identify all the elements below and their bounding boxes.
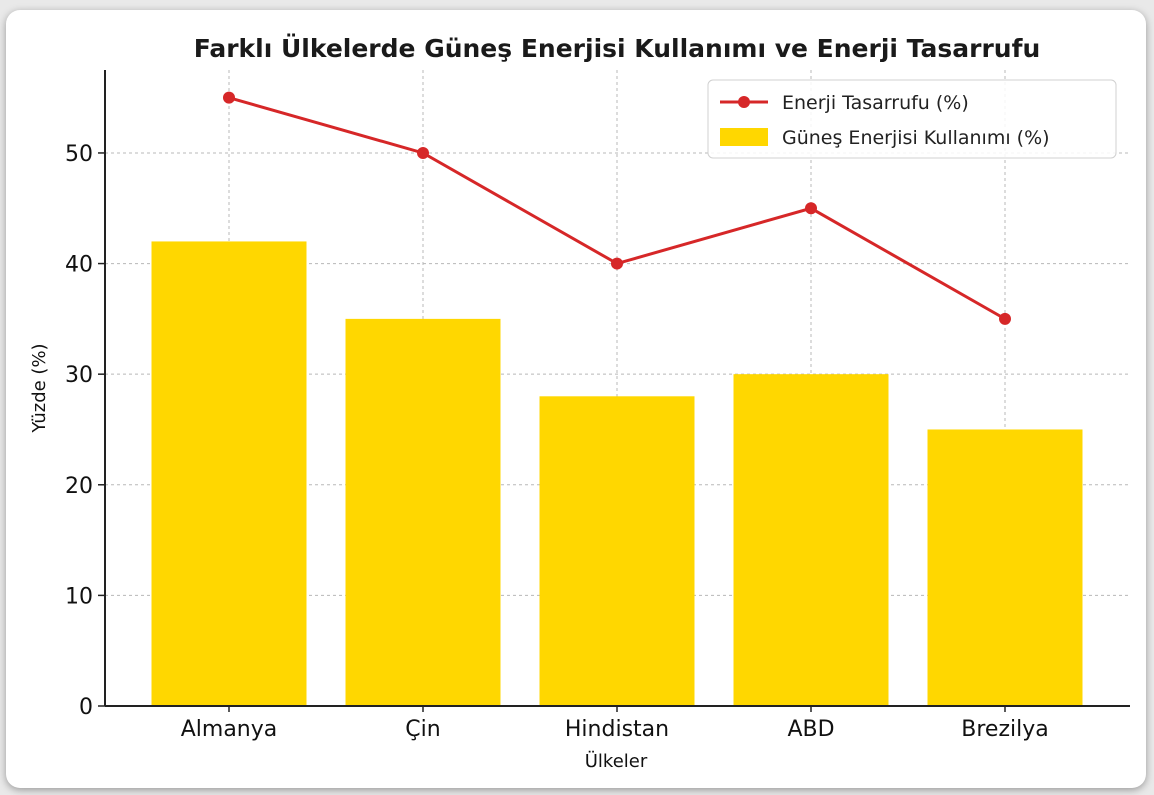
legend: Enerji Tasarrufu (%) Güneş Enerjisi Kulla… (707, 79, 1117, 159)
legend-bar-swatch (720, 128, 768, 146)
line-point-almanya (223, 91, 235, 104)
legend-label-enerji-tasarrufu: Enerji Tasarrufu (%) (782, 92, 969, 114)
x-tick-label: Almanya (181, 717, 278, 742)
y-tick-label: 40 (65, 253, 93, 278)
line-series (223, 91, 1011, 325)
y-tick-label: 0 (79, 695, 93, 720)
x-axis-label: Ülkeler (585, 750, 648, 772)
chart-title: Farklı Ülkelerde Güneş Enerjisi Kullanım… (194, 33, 1041, 63)
bar-brezilya (927, 429, 1083, 706)
x-tick-label: Çin (405, 717, 440, 742)
y-axis-label: Yüzde (%) (29, 343, 50, 433)
bars (151, 241, 1083, 706)
x-tick-label: Brezilya (961, 717, 1048, 742)
line-point-abd (805, 202, 817, 215)
axes (98, 70, 1130, 712)
line-point-çin (417, 146, 429, 159)
y-tick-label: 10 (65, 584, 93, 609)
bar-çin (345, 318, 501, 706)
x-tick-label: Hindistan (565, 717, 669, 742)
x-tick-label: ABD (787, 717, 834, 742)
tick-labels: 0 10 20 30 40 50 Almanya Çin Hindistan ABD Brezily… (65, 142, 1049, 742)
bar-hindistan (539, 396, 695, 706)
legend-label-gunes-enerjisi: Güneş Enerjisi Kullanımı (%) (782, 127, 1050, 149)
legend-box (707, 79, 1117, 159)
bar-almanya (151, 241, 307, 706)
y-tick-label: 30 (65, 363, 93, 388)
line-point-brezilya (999, 312, 1011, 325)
y-tick-label: 50 (65, 142, 93, 167)
legend-line-marker (738, 96, 750, 108)
line-point-hindistan (611, 257, 623, 270)
bar-abd (733, 374, 889, 706)
y-tick-label: 20 (65, 474, 93, 499)
